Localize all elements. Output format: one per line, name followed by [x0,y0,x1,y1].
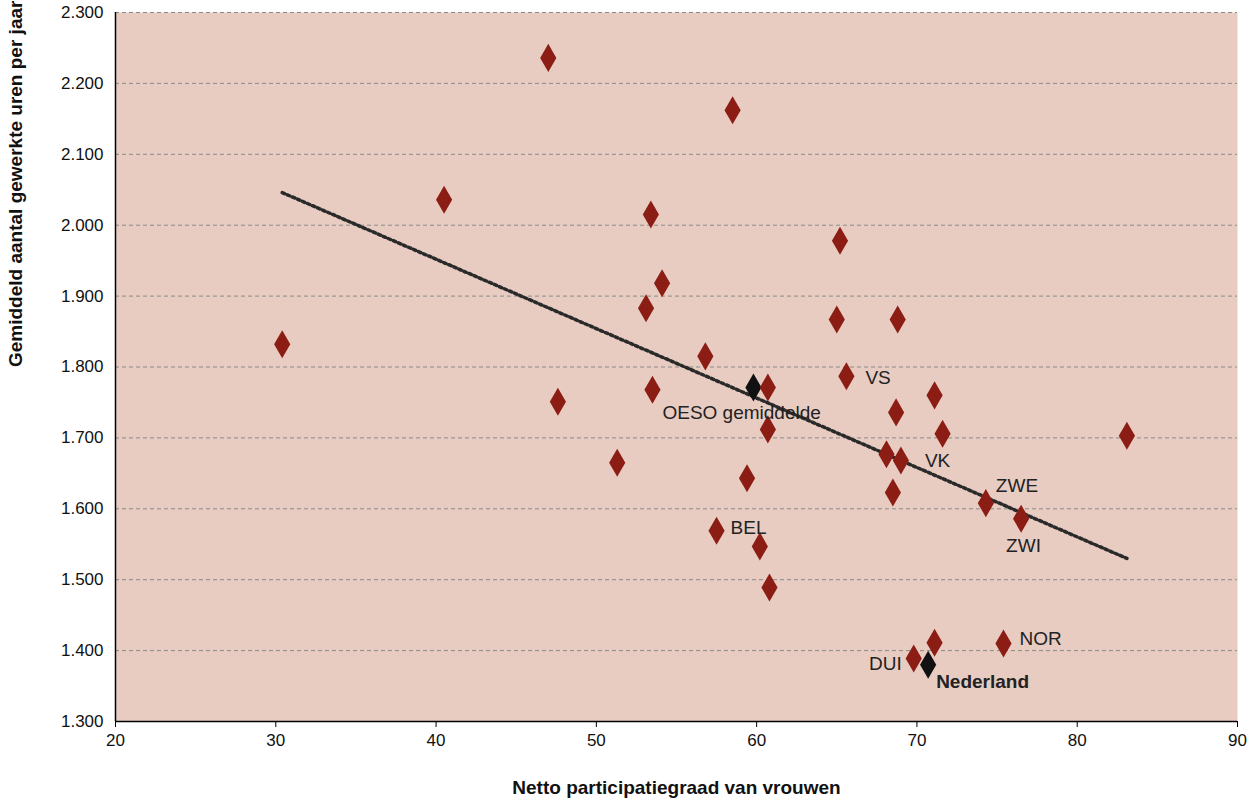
svg-text:NOR: NOR [1019,628,1061,649]
svg-text:Gemiddeld aantal gewerkte uren: Gemiddeld aantal gewerkte uren per jaar [5,0,26,367]
svg-text:2.300: 2.300 [61,3,104,22]
svg-text:1.900: 1.900 [61,287,104,306]
svg-text:2.000: 2.000 [61,216,104,235]
svg-text:Nederland: Nederland [936,671,1029,692]
svg-text:1.400: 1.400 [61,641,104,660]
svg-text:2.100: 2.100 [61,145,104,164]
svg-text:VK: VK [925,450,951,471]
svg-text:50: 50 [587,731,606,750]
svg-text:VS: VS [865,367,890,388]
svg-text:1.600: 1.600 [61,499,104,518]
svg-text:ZWE: ZWE [996,475,1038,496]
svg-text:1.700: 1.700 [61,428,104,447]
svg-text:90: 90 [1228,731,1247,750]
svg-text:BEL: BEL [731,517,767,538]
svg-text:40: 40 [427,731,446,750]
svg-text:30: 30 [266,731,285,750]
svg-text:Netto participatiegraad van vr: Netto participatiegraad van vrouwen [512,777,840,798]
svg-text:OESO gemiddelde: OESO gemiddelde [662,402,820,423]
svg-text:ZWI: ZWI [1006,535,1041,556]
svg-text:80: 80 [1068,731,1087,750]
svg-text:1.300: 1.300 [61,712,104,731]
svg-text:2.200: 2.200 [61,74,104,93]
svg-text:70: 70 [907,731,926,750]
svg-text:1.800: 1.800 [61,357,104,376]
svg-text:DUI: DUI [869,653,902,674]
svg-text:1.500: 1.500 [61,570,104,589]
svg-text:60: 60 [747,731,766,750]
svg-text:20: 20 [106,731,125,750]
